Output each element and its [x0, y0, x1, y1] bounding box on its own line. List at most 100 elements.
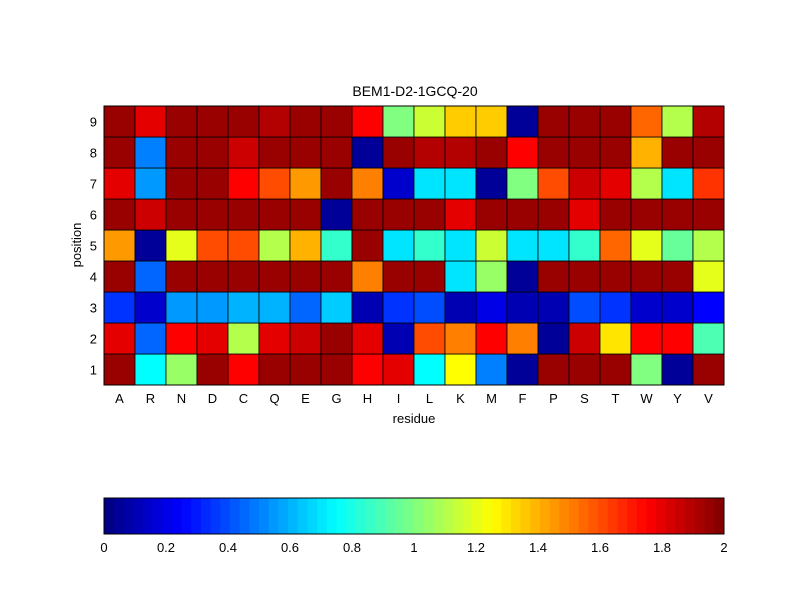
- colorbar-segment: [501, 498, 512, 534]
- colorbar-segment: [646, 498, 657, 534]
- heatmap-cell-W-2: [630, 322, 663, 355]
- heatmap-cell-C-6: [227, 198, 260, 231]
- heatmap-cell-K-1: [444, 353, 477, 386]
- y-tick-8: 8: [90, 146, 97, 161]
- colorbar-segment: [123, 498, 134, 534]
- colorbar-segment: [549, 498, 560, 534]
- colorbar-tick-1: 1: [410, 540, 417, 555]
- x-tick-D: D: [208, 391, 217, 406]
- x-tick-A: A: [115, 391, 124, 406]
- heatmap-cell-Q-6: [258, 198, 291, 231]
- heatmap-cell-V-2: [692, 322, 725, 355]
- chart-title: BEM1-D2-1GCQ-20: [352, 83, 477, 99]
- heatmap-cell-R-5: [134, 229, 167, 262]
- heatmap-cell-V-5: [692, 229, 725, 262]
- colorbar: [104, 498, 725, 534]
- colorbar-segment: [423, 498, 434, 534]
- heatmap-cell-P-1: [537, 353, 570, 386]
- heatmap-cell-F-2: [506, 322, 539, 355]
- heatmap-cell-N-8: [165, 136, 198, 169]
- x-tick-M: M: [486, 391, 497, 406]
- colorbar-segment: [578, 498, 589, 534]
- heatmap-cell-Q-4: [258, 260, 291, 293]
- heatmap-cell-D-6: [196, 198, 229, 231]
- heatmap-cell-Y-2: [661, 322, 694, 355]
- colorbar-segment: [472, 498, 483, 534]
- colorbar-segment: [191, 498, 202, 534]
- heatmap-cell-Q-1: [258, 353, 291, 386]
- heatmap-cell-M-6: [475, 198, 508, 231]
- colorbar-segment: [220, 498, 231, 534]
- heatmap-cell-G-6: [320, 198, 353, 231]
- heatmap-cell-L-1: [413, 353, 446, 386]
- heatmap-cell-P-2: [537, 322, 570, 355]
- heatmap-cell-Y-7: [661, 167, 694, 200]
- heatmap-cell-H-4: [351, 260, 384, 293]
- colorbar-segment: [104, 498, 115, 534]
- heatmap-cell-H-7: [351, 167, 384, 200]
- heatmap-cell-R-2: [134, 322, 167, 355]
- heatmap-cell-N-7: [165, 167, 198, 200]
- x-tick-L: L: [426, 391, 433, 406]
- heatmap-cell-P-8: [537, 136, 570, 169]
- colorbar-segment: [113, 498, 124, 534]
- x-tick-P: P: [549, 391, 558, 406]
- heatmap-cell-E-2: [289, 322, 322, 355]
- heatmap-cell-P-4: [537, 260, 570, 293]
- heatmap-cell-C-9: [227, 105, 260, 138]
- heatmap-cell-S-5: [568, 229, 601, 262]
- heatmap-cell-F-4: [506, 260, 539, 293]
- colorbar-segment: [142, 498, 153, 534]
- colorbar-frame: [103, 497, 725, 535]
- heatmap-cell-G-3: [320, 291, 353, 324]
- heatmap-cell-Y-9: [661, 105, 694, 138]
- heatmap-cell-D-2: [196, 322, 229, 355]
- heatmap-cell-Q-7: [258, 167, 291, 200]
- heatmap-cell-H-5: [351, 229, 384, 262]
- colorbar-segment: [569, 498, 580, 534]
- heatmap-cell-T-4: [599, 260, 632, 293]
- heatmap-cell-L-6: [413, 198, 446, 231]
- heatmap-cell-D-4: [196, 260, 229, 293]
- heatmap-cell-W-9: [630, 105, 663, 138]
- heatmap-cell-N-4: [165, 260, 198, 293]
- colorbar-segment: [636, 498, 647, 534]
- heatmap-cell-V-7: [692, 167, 725, 200]
- heatmap-cell-G-8: [320, 136, 353, 169]
- heatmap-cell-F-5: [506, 229, 539, 262]
- y-tick-labels: 1 2 3 4 5 6 7 8 9: [90, 115, 97, 378]
- heatmap-cell-Q-8: [258, 136, 291, 169]
- colorbar-segment: [249, 498, 260, 534]
- colorbar-segment: [559, 498, 570, 534]
- heatmap-cell-R-4: [134, 260, 167, 293]
- heatmap-cell-S-6: [568, 198, 601, 231]
- heatmap-cell-R-3: [134, 291, 167, 324]
- heatmap-cell-A-2: [103, 322, 136, 355]
- heatmap-cell-C-5: [227, 229, 260, 262]
- heatmap-cell-G-1: [320, 353, 353, 386]
- heatmap-cell-Y-4: [661, 260, 694, 293]
- x-tick-K: K: [456, 391, 465, 406]
- x-tick-V: V: [704, 391, 713, 406]
- heatmap-cell-K-6: [444, 198, 477, 231]
- heatmap-cell-M-2: [475, 322, 508, 355]
- heatmap-cell-K-2: [444, 322, 477, 355]
- heatmap-cell-N-5: [165, 229, 198, 262]
- heatmap-cell-V-6: [692, 198, 725, 231]
- heatmap-cell-P-9: [537, 105, 570, 138]
- heatmap-cell-I-1: [382, 353, 415, 386]
- x-tick-W: W: [640, 391, 653, 406]
- colorbar-segment: [317, 498, 328, 534]
- heatmap-cell-W-5: [630, 229, 663, 262]
- heatmap-cell-M-8: [475, 136, 508, 169]
- colorbar-tick-1.6: 1.6: [591, 540, 609, 555]
- heatmap-cell-C-4: [227, 260, 260, 293]
- heatmap-cell-L-5: [413, 229, 446, 262]
- heatmap-cell-K-9: [444, 105, 477, 138]
- x-tick-C: C: [239, 391, 248, 406]
- colorbar-segment: [704, 498, 715, 534]
- heatmap-cell-A-8: [103, 136, 136, 169]
- heatmap-cell-H-3: [351, 291, 384, 324]
- heatmap-cell-I-3: [382, 291, 415, 324]
- colorbar-segment: [694, 498, 706, 534]
